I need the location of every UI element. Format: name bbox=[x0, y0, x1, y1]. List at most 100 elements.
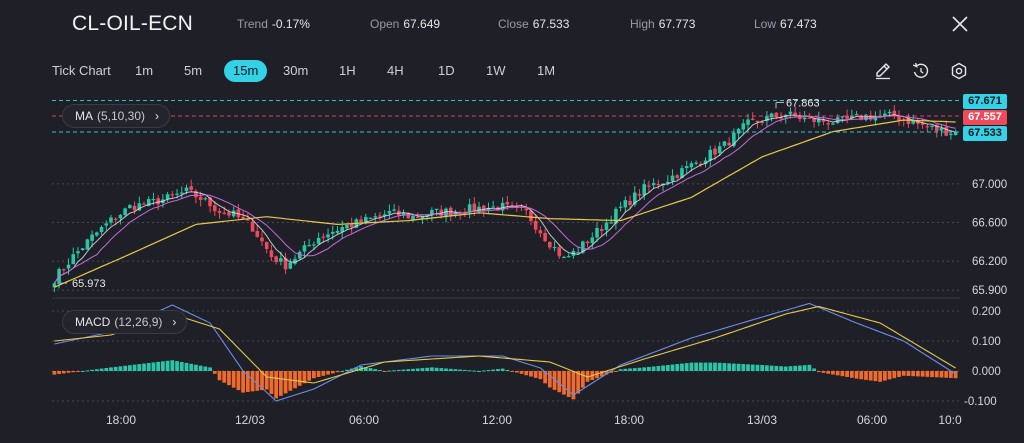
candle-up bbox=[401, 213, 406, 216]
timeframe-1m[interactable]: 1m bbox=[135, 63, 154, 78]
macd-bar-negative bbox=[944, 371, 949, 378]
timeframe-1d[interactable]: 1D bbox=[438, 63, 455, 78]
candle-up bbox=[717, 146, 722, 154]
macd-bar-positive bbox=[156, 361, 161, 371]
timeframe-15m[interactable]: 15m bbox=[224, 60, 268, 82]
macd-bar-positive bbox=[94, 369, 99, 371]
macd-bar-positive bbox=[363, 367, 368, 371]
candle-up bbox=[326, 234, 330, 238]
macd-bar-positive bbox=[165, 360, 170, 371]
macd-bar-positive bbox=[746, 364, 750, 371]
reset-icon[interactable] bbox=[910, 60, 932, 82]
macd-bar-negative bbox=[604, 371, 609, 375]
macd-bar-positive bbox=[434, 367, 439, 371]
candle-up bbox=[137, 203, 142, 211]
candle-down bbox=[845, 115, 849, 119]
macd-bar-positive bbox=[137, 364, 142, 371]
macd-bar-negative bbox=[302, 371, 307, 384]
candle-down bbox=[189, 186, 193, 190]
candle-down bbox=[760, 121, 764, 124]
chart-header: CL-OIL-ECN Trend -0.17% Open 67.649 Close 6… bbox=[0, 0, 1024, 50]
candle-up bbox=[831, 123, 835, 125]
macd-bar-positive bbox=[170, 360, 175, 371]
macd-bar-positive bbox=[146, 362, 151, 371]
macd-bar-positive bbox=[736, 363, 741, 371]
macd-bar-negative bbox=[878, 371, 883, 382]
candle-up bbox=[562, 256, 566, 259]
candle-up bbox=[689, 163, 694, 168]
chevron-right-icon: › bbox=[172, 315, 177, 329]
macd-bar-negative bbox=[925, 371, 930, 377]
macd-bar-negative bbox=[250, 371, 255, 392]
open-label: Open bbox=[370, 17, 400, 31]
candle-down bbox=[406, 213, 411, 219]
macd-bar-positive bbox=[628, 368, 632, 371]
macd-bar-positive bbox=[680, 363, 684, 371]
macd-bar-positive bbox=[127, 365, 132, 371]
candle-up bbox=[330, 231, 335, 234]
macd-bar-negative bbox=[241, 371, 245, 393]
candle-up bbox=[930, 125, 934, 127]
candle-down bbox=[647, 185, 651, 187]
macd-bar-negative bbox=[906, 371, 911, 376]
candle-up bbox=[491, 206, 495, 208]
candle-down bbox=[198, 196, 203, 200]
candle-down bbox=[260, 237, 264, 242]
candle-down bbox=[807, 117, 812, 119]
candle-down bbox=[378, 215, 382, 217]
macd-bar-positive bbox=[387, 370, 392, 372]
macd-bar-negative bbox=[297, 371, 302, 386]
macd-bar-positive bbox=[453, 369, 458, 371]
candle-up bbox=[99, 226, 104, 232]
macd-bar-positive bbox=[396, 369, 401, 371]
candle-up bbox=[694, 162, 698, 164]
macd-bar-negative bbox=[868, 371, 873, 381]
time-tick-label: 18:00 bbox=[106, 413, 136, 427]
candle-up bbox=[939, 127, 944, 131]
macd-bar-negative bbox=[316, 371, 321, 377]
candle-up bbox=[76, 251, 80, 254]
timeframe-1w[interactable]: 1W bbox=[486, 63, 506, 78]
timeframe-4h[interactable]: 4H bbox=[387, 63, 404, 78]
candle-down bbox=[222, 212, 227, 214]
close-value: 67.533 bbox=[532, 17, 570, 31]
pencil-icon[interactable] bbox=[872, 60, 894, 82]
macd-indicator-pill[interactable]: MACD (12,26,9) › bbox=[62, 310, 188, 334]
candle-down bbox=[142, 203, 146, 205]
close-icon[interactable] bbox=[948, 12, 972, 36]
macd-bar-negative bbox=[57, 371, 61, 374]
macd-bar-positive bbox=[500, 368, 505, 371]
macd-bar-negative bbox=[599, 371, 604, 377]
macd-bar-positive bbox=[118, 366, 123, 371]
macd-bar-negative bbox=[52, 371, 57, 375]
macd-params: (12,26,9) bbox=[114, 315, 163, 329]
price-tag-upper: 67.671 bbox=[963, 94, 1007, 109]
candle-up bbox=[231, 210, 236, 217]
settings-icon[interactable] bbox=[948, 60, 970, 82]
timeframe-1h[interactable]: 1H bbox=[339, 63, 356, 78]
macd-bar-negative bbox=[934, 371, 939, 378]
ma-indicator-pill[interactable]: MA (5,10,30) › bbox=[62, 104, 171, 128]
time-tick-label: 12:00 bbox=[482, 413, 512, 427]
macd-bar-positive bbox=[425, 367, 430, 371]
timeframe-30m[interactable]: 30m bbox=[283, 63, 309, 78]
price-chart[interactable]: 67.000 66.600 66.200 65.900 0.200 0.100 0.000… bbox=[0, 90, 1024, 443]
candle-down bbox=[821, 119, 826, 122]
macd-bar-negative bbox=[939, 371, 944, 378]
candle-up bbox=[382, 214, 387, 217]
candle-up bbox=[340, 227, 344, 232]
macd-bar-positive bbox=[642, 367, 647, 371]
candle-up bbox=[590, 237, 595, 244]
candle-down bbox=[505, 201, 510, 205]
macd-bar-negative bbox=[882, 371, 887, 381]
candle-up bbox=[732, 132, 736, 147]
candle-up bbox=[736, 128, 741, 134]
timeframe-5m[interactable]: 5m bbox=[184, 63, 203, 78]
timeframe-1m-month[interactable]: 1M bbox=[537, 63, 556, 78]
macd-bar-negative bbox=[283, 371, 288, 394]
candle-up bbox=[949, 133, 953, 136]
candle-up bbox=[392, 209, 396, 211]
macd-bar-negative bbox=[66, 371, 71, 373]
timeframe-tick-chart[interactable]: Tick Chart bbox=[52, 63, 111, 78]
